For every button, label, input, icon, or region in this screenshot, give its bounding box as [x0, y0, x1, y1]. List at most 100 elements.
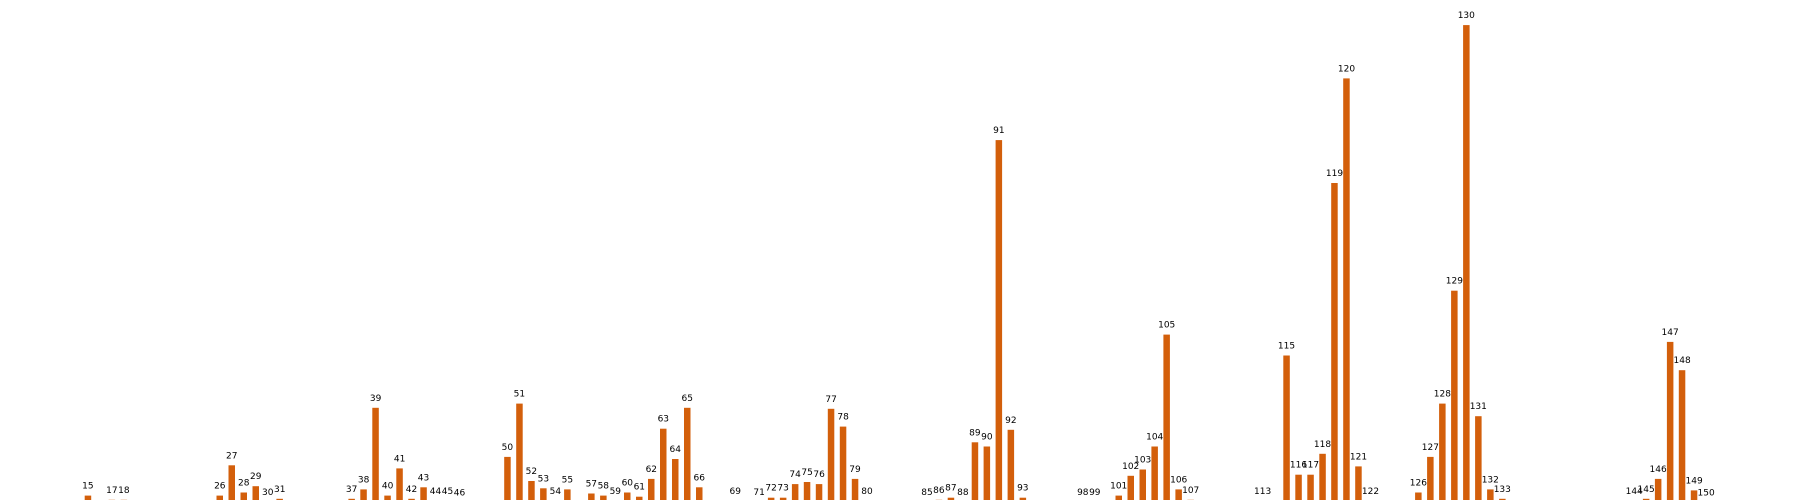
- bar-label-55: 55: [562, 475, 573, 485]
- bar-101: [1115, 495, 1122, 500]
- bar-label-146: 146: [1650, 465, 1667, 475]
- bar-label-61: 61: [634, 483, 645, 493]
- bar-label-145: 145: [1638, 485, 1655, 495]
- bar-147: [1666, 341, 1674, 500]
- bar-label-87: 87: [945, 484, 956, 494]
- bar-label-72: 72: [765, 484, 776, 494]
- bar-label-75: 75: [801, 468, 812, 478]
- bar-label-69: 69: [729, 487, 741, 497]
- bar-73: [779, 497, 787, 500]
- bar-label-127: 127: [1422, 443, 1439, 453]
- bar-label-44: 44: [430, 487, 442, 497]
- bar-label-106: 106: [1170, 475, 1187, 485]
- bar-91: [995, 140, 1003, 500]
- bar-50: [504, 456, 511, 500]
- bar-40: [384, 495, 391, 500]
- bar-55: [564, 489, 571, 500]
- bar-label-59: 59: [610, 487, 622, 497]
- bar-89: [971, 442, 979, 500]
- bar-label-30: 30: [262, 488, 274, 498]
- bar-label-43: 43: [418, 473, 429, 483]
- bar-label-107: 107: [1182, 486, 1199, 496]
- bar-label-17: 17: [106, 486, 117, 496]
- bar-label-45: 45: [442, 487, 453, 497]
- bar-57: [588, 493, 595, 500]
- bar-72: [767, 497, 775, 500]
- bar-105: [1163, 334, 1170, 500]
- bar-label-132: 132: [1482, 475, 1499, 485]
- bar-label-39: 39: [370, 394, 382, 404]
- bar-label-29: 29: [250, 472, 262, 482]
- bar-label-144: 144: [1626, 487, 1643, 497]
- bar-label-150: 150: [1698, 488, 1715, 498]
- bar-label-27: 27: [226, 451, 237, 461]
- bar-label-80: 80: [861, 487, 873, 497]
- bar-118: [1319, 453, 1326, 500]
- bar-126: [1415, 492, 1422, 500]
- bar-label-18: 18: [118, 486, 130, 496]
- bar-label-79: 79: [849, 465, 861, 475]
- bar-label-88: 88: [957, 488, 969, 498]
- bar-label-101: 101: [1110, 482, 1127, 492]
- bar-106: [1175, 489, 1182, 500]
- bar-label-65: 65: [681, 394, 692, 404]
- bar-label-98: 98: [1077, 488, 1089, 498]
- bar-label-93: 93: [1017, 484, 1028, 494]
- bar-63: [660, 428, 667, 500]
- bar-label-128: 128: [1434, 390, 1451, 400]
- bar-15: [84, 495, 92, 500]
- bar-label-90: 90: [981, 433, 993, 443]
- bar-42: [408, 498, 415, 500]
- bar-115: [1283, 355, 1290, 500]
- bar-label-131: 131: [1470, 402, 1487, 412]
- bar-label-26: 26: [214, 482, 226, 492]
- bar-label-37: 37: [346, 485, 357, 495]
- bar-38: [360, 489, 367, 500]
- bar-label-50: 50: [502, 443, 514, 453]
- bar-label-103: 103: [1134, 456, 1151, 466]
- bar-93: [1019, 497, 1027, 500]
- bar-label-105: 105: [1158, 321, 1175, 331]
- bar-label-41: 41: [394, 454, 405, 464]
- bar-121: [1355, 466, 1362, 500]
- bar-129: [1451, 290, 1458, 500]
- bar-77: [827, 408, 835, 500]
- bar-label-31: 31: [274, 485, 285, 495]
- bar-132: [1487, 489, 1494, 500]
- bar-133: [1499, 498, 1506, 500]
- bar-43: [420, 487, 427, 500]
- bar-label-40: 40: [382, 482, 394, 492]
- bar-label-126: 126: [1410, 479, 1427, 489]
- bar-label-77: 77: [825, 395, 836, 405]
- bar-66: [696, 487, 703, 500]
- bar-label-52: 52: [526, 467, 537, 477]
- bar-label-118: 118: [1314, 440, 1331, 450]
- bar-58: [600, 495, 607, 500]
- bar-label-104: 104: [1146, 433, 1163, 443]
- bar-label-78: 78: [837, 413, 849, 423]
- bar-label-147: 147: [1662, 328, 1679, 338]
- bar-87: [947, 497, 955, 500]
- bar-label-130: 130: [1458, 11, 1475, 21]
- bar-label-119: 119: [1326, 169, 1343, 179]
- bar-label-66: 66: [693, 473, 705, 483]
- bar-label-149: 149: [1686, 476, 1703, 486]
- bar-120: [1343, 78, 1350, 500]
- bar-145: [1642, 498, 1650, 500]
- bar-label-76: 76: [813, 470, 825, 480]
- bar-label-42: 42: [406, 485, 417, 495]
- bar-148: [1678, 370, 1686, 500]
- bar-label-74: 74: [789, 470, 801, 480]
- bar-label-91: 91: [993, 126, 1004, 136]
- bar-116: [1295, 474, 1302, 500]
- bar-label-15: 15: [82, 482, 93, 492]
- bar-92: [1007, 429, 1015, 500]
- bar-label-121: 121: [1350, 452, 1367, 462]
- bar-label-148: 148: [1674, 356, 1691, 366]
- bar-117: [1307, 474, 1314, 500]
- bar-39: [372, 407, 379, 500]
- bar-label-116: 116: [1290, 461, 1307, 471]
- bar-label-46: 46: [454, 488, 466, 498]
- bar-79: [851, 478, 859, 500]
